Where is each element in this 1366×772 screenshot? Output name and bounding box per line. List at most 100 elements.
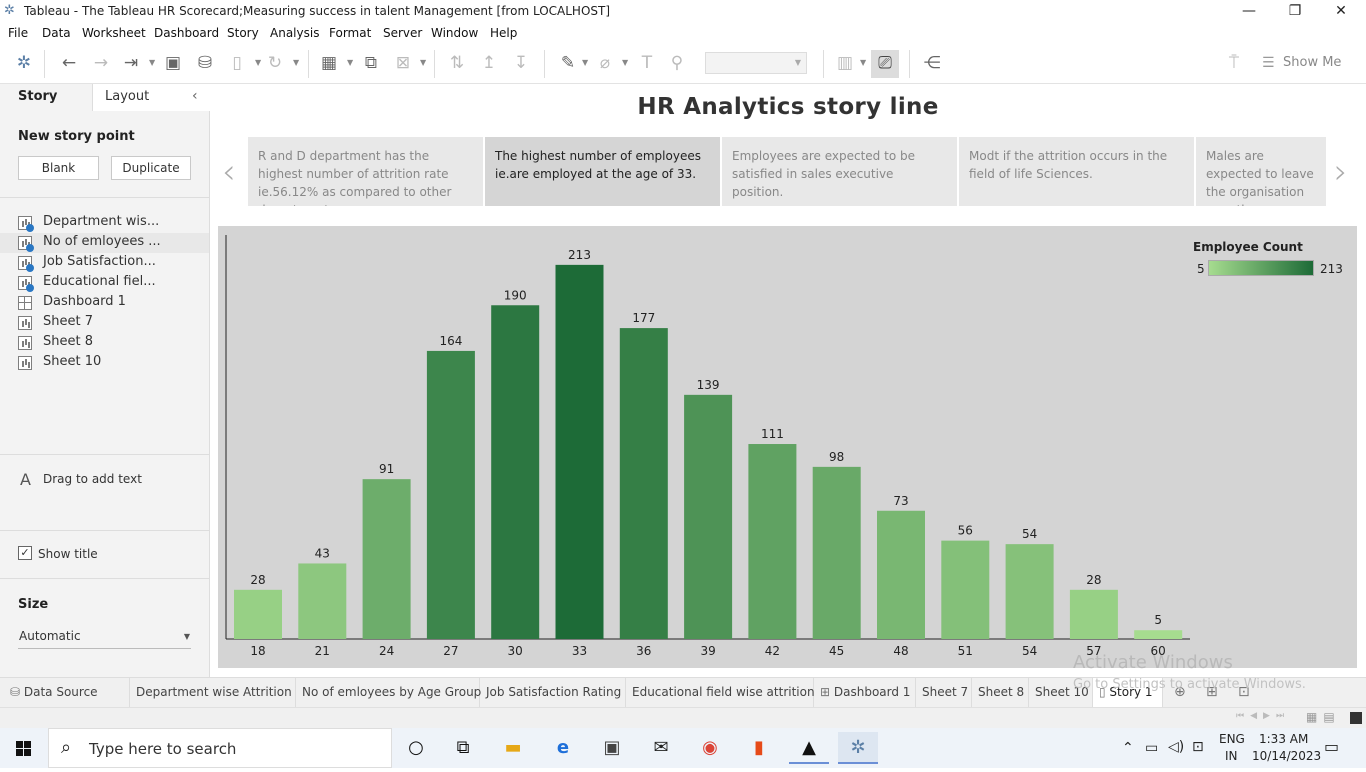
menu-dashboard[interactable]: Dashboard [154,26,220,40]
bar[interactable] [426,350,475,639]
drag-text-label[interactable]: Drag to add text [43,472,142,486]
duplicate-sheet-icon[interactable]: ⧉ [364,53,378,73]
story-point[interactable]: Males are expected to leave the organisa… [1196,137,1326,206]
battery-icon[interactable]: ▭ [1145,740,1159,756]
replay-icon[interactable]: ⇥ [123,53,139,73]
sheet-list-item[interactable]: Educational fiel... [18,273,208,293]
undo-icon[interactable]: ← [61,53,77,73]
clock-date[interactable]: 10/14/2023 [1252,749,1322,763]
next-story-point-button[interactable]: › [1334,152,1348,192]
menu-format[interactable]: Format [329,26,372,40]
photos-icon[interactable]: ▲ [789,732,829,764]
close-button[interactable]: ✕ [1335,3,1347,19]
bar[interactable] [1005,544,1054,639]
story-point[interactable]: Modt if the attrition occurs in the fiel… [959,137,1194,206]
menu-server[interactable]: Server [383,26,423,40]
bar[interactable] [1069,589,1118,639]
tab-data-source[interactable]: ⛁ Data Source [4,678,130,708]
tab-sheet-8[interactable]: Sheet 8 [972,678,1029,708]
bar[interactable] [619,328,668,639]
bar[interactable] [941,540,990,639]
bar[interactable] [491,305,540,639]
menu-window[interactable]: Window [431,26,479,40]
show-title-checkbox[interactable]: ✓ [18,546,32,560]
bar[interactable] [555,264,604,639]
chrome-icon[interactable]: ◉ [702,737,718,758]
chevron-down-icon[interactable]: ▼ [420,58,427,67]
chevron-down-icon[interactable]: ▼ [860,58,867,67]
share-icon[interactable]: ⋲ [923,53,941,73]
story-point[interactable]: Employees are expected to be satisfied i… [722,137,957,206]
labels-icon[interactable]: T [641,53,653,73]
cortana-icon[interactable]: ○ [408,737,424,758]
refresh-icon[interactable]: ↻ [267,53,283,73]
tab-story-1[interactable]: ▯ Story 1 [1093,678,1163,708]
bar[interactable] [1134,630,1183,639]
story-point[interactable]: R and D department has the highest numbe… [248,137,483,206]
tab-educational-field-wise-attrition[interactable]: Educational field wise attrition [626,678,815,708]
presentation-icon[interactable]: ⎚ [878,53,892,73]
chevron-down-icon[interactable]: ▼ [622,58,629,67]
menu-worksheet[interactable]: Worksheet [82,26,146,40]
swap-axes-icon[interactable]: ⇅ [449,53,465,73]
taskbar-search[interactable]: ⌕ Type here to search [48,728,392,768]
menu-analysis[interactable]: Analysis [270,26,320,40]
office-icon[interactable]: ▮ [754,737,764,758]
clock-time[interactable]: 1:33 AM [1259,732,1309,746]
tableau-taskbar-icon[interactable]: ✲ [838,732,878,764]
bar[interactable] [234,589,282,639]
tab-job-satisfaction-rating[interactable]: Job Satisfaction Rating [480,678,626,708]
redo-icon[interactable]: → [93,53,109,73]
sheet-list-item[interactable]: Sheet 8 [18,333,208,353]
fit-select[interactable]: ▼ [705,52,807,74]
file-explorer-icon[interactable]: ▬ [504,737,522,758]
sheet-navigation-arrows[interactable]: ⏮◀▶⏭ [1236,711,1291,721]
bar[interactable] [684,394,733,639]
edge-icon[interactable]: e [556,737,570,758]
tab-no-of-employees-by-age-group[interactable]: No of emloyees by Age Group [296,678,481,708]
menu-data[interactable]: Data [42,26,71,40]
paint-roller-icon[interactable]: ⍑ [1228,53,1240,73]
previous-story-point-button[interactable]: ‹ [222,152,236,192]
store-icon[interactable]: ▣ [603,737,621,758]
tab-department-wise-attrition[interactable]: Department wise Attrition [130,678,296,708]
highlight-icon[interactable]: ✎ [560,53,576,73]
menu-file[interactable]: File [8,26,29,40]
start-button[interactable] [0,728,48,768]
chevron-down-icon[interactable]: ▼ [293,58,300,67]
presentation-mode-button[interactable] [871,50,899,78]
new-datasource-icon[interactable]: ⛁ [197,53,213,73]
new-story-tab-icon[interactable]: ⊡ [1238,684,1250,700]
paste-icon[interactable]: ▯ [232,53,242,73]
chevron-down-icon[interactable]: ▼ [582,58,589,67]
sort-descending-icon[interactable]: ↧ [513,53,529,73]
bar[interactable] [748,444,797,639]
save-icon[interactable]: ▣ [164,53,182,73]
chevron-down-icon[interactable]: ▼ [255,58,262,67]
cards-icon[interactable]: ▥ [836,53,854,73]
menu-story[interactable]: Story [227,26,259,40]
sheet-list-item[interactable]: Dashboard 1 [18,293,208,313]
tab-story[interactable]: Story [0,84,92,111]
bar[interactable] [877,510,925,639]
duplicate-button[interactable]: Duplicate [111,156,191,180]
size-select[interactable]: Automatic ▼ [18,627,191,649]
sheet-list-item[interactable]: Sheet 7 [18,313,208,333]
bar[interactable] [362,479,411,639]
new-worksheet-icon[interactable]: ▦ [320,53,338,73]
tab-sheet-7[interactable]: Sheet 7 [916,678,972,708]
language-indicator[interactable]: ENG [1219,732,1245,746]
network-icon[interactable]: ⊡ [1192,739,1204,755]
sheet-list-item[interactable]: Department wis... [18,213,208,233]
show-me-button[interactable]: Show Me [1283,55,1342,70]
chevron-down-icon[interactable]: ▼ [149,58,156,67]
restore-button[interactable]: ❐ [1288,3,1302,19]
story-point-active[interactable]: The highest number of employees ie.are e… [485,137,720,206]
clear-sheet-icon[interactable]: ⊠ [395,53,411,73]
sheet-list-item[interactable]: Job Satisfaction... [18,253,208,273]
view-mode-icons[interactable]: ▦▤ [1306,710,1341,724]
bar[interactable] [812,466,861,639]
group-icon[interactable]: ⌀ [599,53,611,73]
minimize-button[interactable]: — [1242,3,1256,19]
tab-layout[interactable]: Layout [92,84,210,111]
